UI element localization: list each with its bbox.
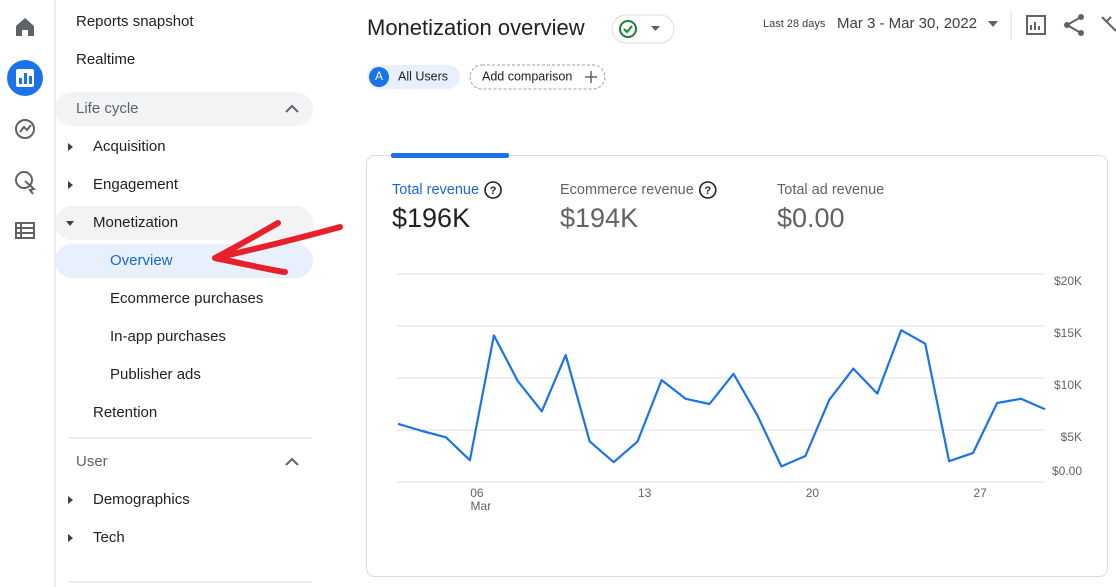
nav-item[interactable]: Realtime <box>76 51 135 68</box>
metric-value: $196K <box>392 203 470 233</box>
add-icon <box>585 71 597 83</box>
configure-icon[interactable] <box>15 222 35 239</box>
share-icon[interactable] <box>1064 14 1084 36</box>
y-tick-label: $0.00 <box>1052 464 1082 478</box>
nav-item[interactable]: Reports snapshot <box>76 13 194 30</box>
y-tick-label: $5K <box>1061 430 1082 444</box>
x-tick-label: 06 <box>470 486 484 500</box>
customize-icon[interactable] <box>1026 15 1046 35</box>
add-comparison-chip[interactable] <box>469 64 606 90</box>
metric-label[interactable]: Ecommerce revenue <box>560 182 694 198</box>
section-chevron <box>285 104 299 113</box>
segment-avatar-bg <box>369 67 389 87</box>
segment-name: All Users <box>398 69 448 83</box>
expanded-bg <box>55 206 313 240</box>
status-dropdown <box>651 26 660 31</box>
help-icon <box>698 181 717 199</box>
segment-avatar: A <box>375 69 383 83</box>
status-pill[interactable] <box>611 14 675 44</box>
caret-right <box>68 496 73 504</box>
x-month-label: Mar <box>471 499 492 513</box>
insights-icon[interactable] <box>1101 16 1116 32</box>
metric-value: $194K <box>560 203 638 233</box>
add-comparison-label: Add comparison <box>482 69 572 83</box>
section-title[interactable]: Life cycle <box>76 100 139 117</box>
caret-right <box>68 143 73 151</box>
nav-item[interactable]: Monetization <box>93 214 178 231</box>
nav-item[interactable]: Demographics <box>93 491 190 508</box>
date-dropdown[interactable] <box>988 21 998 27</box>
metric-label[interactable]: Total revenue <box>392 182 479 198</box>
metrics: Total revenue ? $196K Ecommerce revenue ? $19… <box>392 181 884 233</box>
selected-tab-indicator <box>391 153 509 158</box>
y-tick-label: $10K <box>1054 378 1082 392</box>
nav: Reports snapshot Realtime Life cycle Acquis… <box>55 13 313 583</box>
advertising-icon[interactable] <box>15 171 33 189</box>
reports-icon-bar <box>29 76 32 84</box>
help-icon <box>484 181 502 199</box>
x-tick-label: 13 <box>638 486 652 500</box>
home-icon[interactable] <box>16 18 34 36</box>
page-title: Monetization overview <box>367 15 585 40</box>
nav-item[interactable]: Retention <box>93 404 157 421</box>
nav-item[interactable]: Tech <box>93 529 125 546</box>
metric-label[interactable]: Total ad revenue <box>777 182 884 198</box>
explore-icon-line <box>19 124 32 133</box>
y-tick-label: $15K <box>1054 326 1082 340</box>
rail <box>0 0 55 587</box>
x-tick-label: 20 <box>806 486 820 500</box>
date-label: Last 28 days <box>763 18 826 30</box>
help-icon-mark: ? <box>704 185 711 197</box>
nav-item[interactable]: Engagement <box>93 176 179 193</box>
caret-right <box>68 534 73 542</box>
section-title[interactable]: User <box>76 453 108 470</box>
status-check-mark <box>623 25 633 34</box>
caret-right <box>68 181 73 189</box>
metric-value: $0.00 <box>777 203 845 233</box>
date-range[interactable]: Mar 3 - Mar 30, 2022 <box>837 15 977 32</box>
advertising-icon-cursor <box>24 180 37 195</box>
caret-down <box>66 221 74 226</box>
nav-subitem[interactable]: Overview <box>110 252 173 269</box>
nav-subitem[interactable]: Publisher ads <box>110 366 201 383</box>
nav-subitem[interactable]: Ecommerce purchases <box>110 290 263 307</box>
x-tick-label: 27 <box>973 486 987 500</box>
help-icon-mark: ? <box>490 185 497 197</box>
reports-icon-bar <box>24 73 27 84</box>
reports-icon-bar <box>19 78 22 84</box>
status-check <box>619 20 637 38</box>
nav-item[interactable]: Acquisition <box>93 138 166 155</box>
annotation-arrow <box>212 220 343 275</box>
chart-card <box>366 155 1108 577</box>
explore-icon[interactable] <box>15 119 35 139</box>
section-bg <box>55 92 313 126</box>
nav-subitem[interactable]: In-app purchases <box>110 328 226 345</box>
segment-chip[interactable] <box>367 65 460 89</box>
line-series <box>397 329 1046 468</box>
section-chevron <box>285 457 299 466</box>
y-tick-label: $20K <box>1054 274 1082 288</box>
